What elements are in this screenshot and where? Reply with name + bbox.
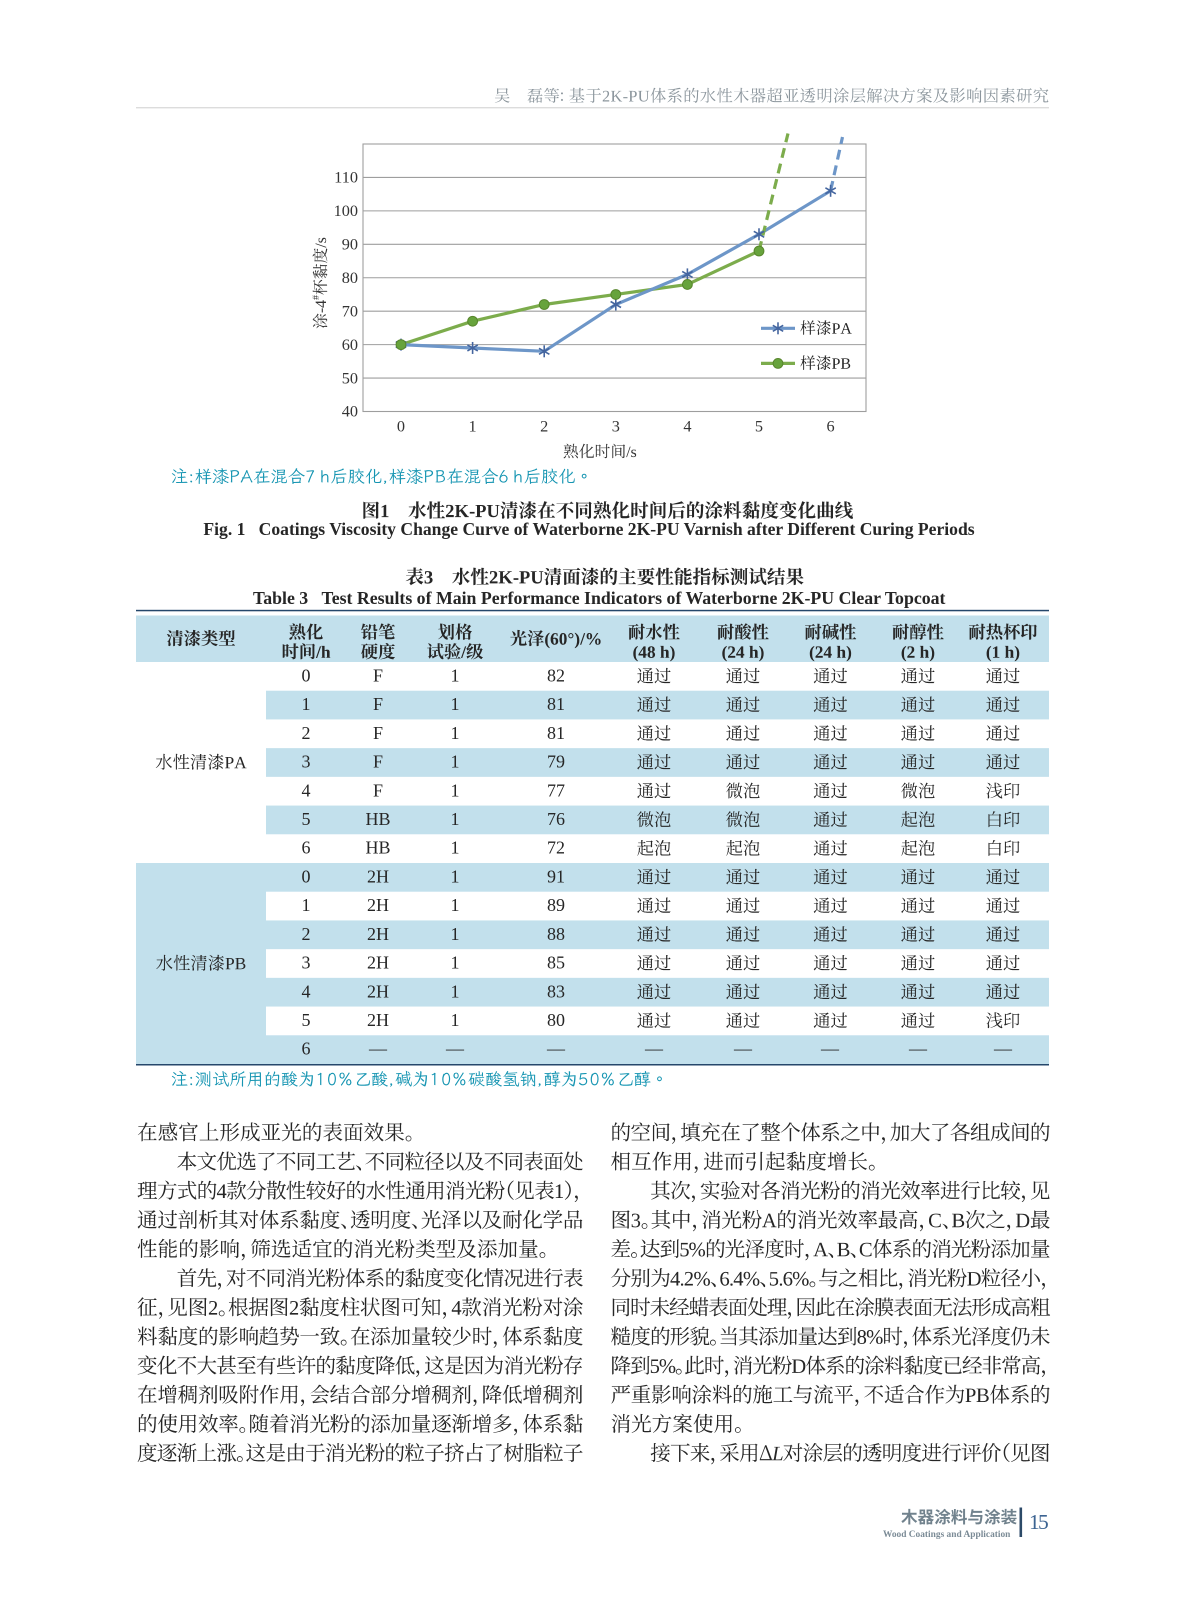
svg-text:3: 3 xyxy=(612,417,620,436)
svg-text:—: — xyxy=(368,1039,388,1059)
svg-text:—: — xyxy=(644,1039,664,1059)
svg-text:1: 1 xyxy=(451,809,460,829)
svg-text:2H: 2H xyxy=(367,895,389,915)
svg-text:F: F xyxy=(373,723,383,743)
svg-text:81: 81 xyxy=(547,694,565,714)
svg-text:110: 110 xyxy=(334,168,358,187)
svg-text:6: 6 xyxy=(827,417,835,436)
svg-text:4: 4 xyxy=(302,981,311,1001)
svg-text:F: F xyxy=(373,780,383,800)
svg-text:70: 70 xyxy=(342,301,358,320)
svg-text:2: 2 xyxy=(302,924,311,944)
svg-text:2H: 2H xyxy=(367,924,389,944)
svg-text:40: 40 xyxy=(342,402,358,421)
svg-text:1: 1 xyxy=(451,838,460,858)
svg-text:F: F xyxy=(373,752,383,772)
svg-text:90: 90 xyxy=(342,235,358,254)
svg-text:HB: HB xyxy=(365,838,390,858)
svg-text:—: — xyxy=(445,1039,465,1059)
svg-text:85: 85 xyxy=(547,953,565,973)
svg-text:1: 1 xyxy=(451,752,460,772)
svg-text:1: 1 xyxy=(451,780,460,800)
svg-text:—: — xyxy=(820,1039,840,1059)
svg-text:1: 1 xyxy=(302,895,311,915)
svg-text:1: 1 xyxy=(451,924,460,944)
svg-text:81: 81 xyxy=(547,723,565,743)
svg-text:6: 6 xyxy=(302,1039,311,1059)
svg-text:—: — xyxy=(993,1039,1013,1059)
svg-text:5: 5 xyxy=(302,809,311,829)
svg-text:1: 1 xyxy=(302,694,311,714)
svg-text:F: F xyxy=(373,665,383,685)
svg-text:HB: HB xyxy=(365,809,390,829)
svg-text:88: 88 xyxy=(547,924,565,944)
svg-text:—: — xyxy=(733,1039,753,1059)
svg-text:—: — xyxy=(546,1039,566,1059)
svg-text:1: 1 xyxy=(451,866,460,886)
svg-text:1: 1 xyxy=(451,953,460,973)
svg-text:4: 4 xyxy=(683,417,691,436)
svg-text:100: 100 xyxy=(334,201,358,220)
svg-text:5: 5 xyxy=(302,1010,311,1030)
svg-text:0: 0 xyxy=(302,665,311,685)
svg-text:89: 89 xyxy=(547,895,565,915)
svg-text:1: 1 xyxy=(469,417,477,436)
svg-text:1: 1 xyxy=(451,895,460,915)
svg-text:2H: 2H xyxy=(367,981,389,1001)
svg-text:80: 80 xyxy=(547,1010,565,1030)
svg-text:2H: 2H xyxy=(367,953,389,973)
svg-text:2: 2 xyxy=(302,723,311,743)
svg-text:77: 77 xyxy=(547,780,565,800)
svg-text:80: 80 xyxy=(342,268,358,287)
svg-text:76: 76 xyxy=(547,809,565,829)
svg-text:1: 1 xyxy=(451,723,460,743)
svg-text:0: 0 xyxy=(302,866,311,886)
svg-text:—: — xyxy=(908,1039,928,1059)
svg-text:2: 2 xyxy=(540,417,548,436)
svg-text:2H: 2H xyxy=(367,866,389,886)
svg-text:1: 1 xyxy=(451,981,460,1001)
svg-text:82: 82 xyxy=(547,665,565,685)
svg-text:2H: 2H xyxy=(367,1010,389,1030)
svg-text:3: 3 xyxy=(302,953,311,973)
svg-text:50: 50 xyxy=(342,368,358,387)
svg-text:3: 3 xyxy=(302,752,311,772)
svg-text:4: 4 xyxy=(302,780,311,800)
svg-text:60: 60 xyxy=(342,335,358,354)
svg-text:91: 91 xyxy=(547,866,565,886)
svg-text:1: 1 xyxy=(451,1010,460,1030)
svg-text:5: 5 xyxy=(755,417,763,436)
svg-text:79: 79 xyxy=(547,752,565,772)
svg-text:0: 0 xyxy=(397,417,405,436)
svg-text:1: 1 xyxy=(451,694,460,714)
svg-text:83: 83 xyxy=(547,981,565,1001)
svg-text:F: F xyxy=(373,694,383,714)
svg-text:1: 1 xyxy=(451,665,460,685)
svg-text:72: 72 xyxy=(547,838,565,858)
svg-text:6: 6 xyxy=(302,838,311,858)
